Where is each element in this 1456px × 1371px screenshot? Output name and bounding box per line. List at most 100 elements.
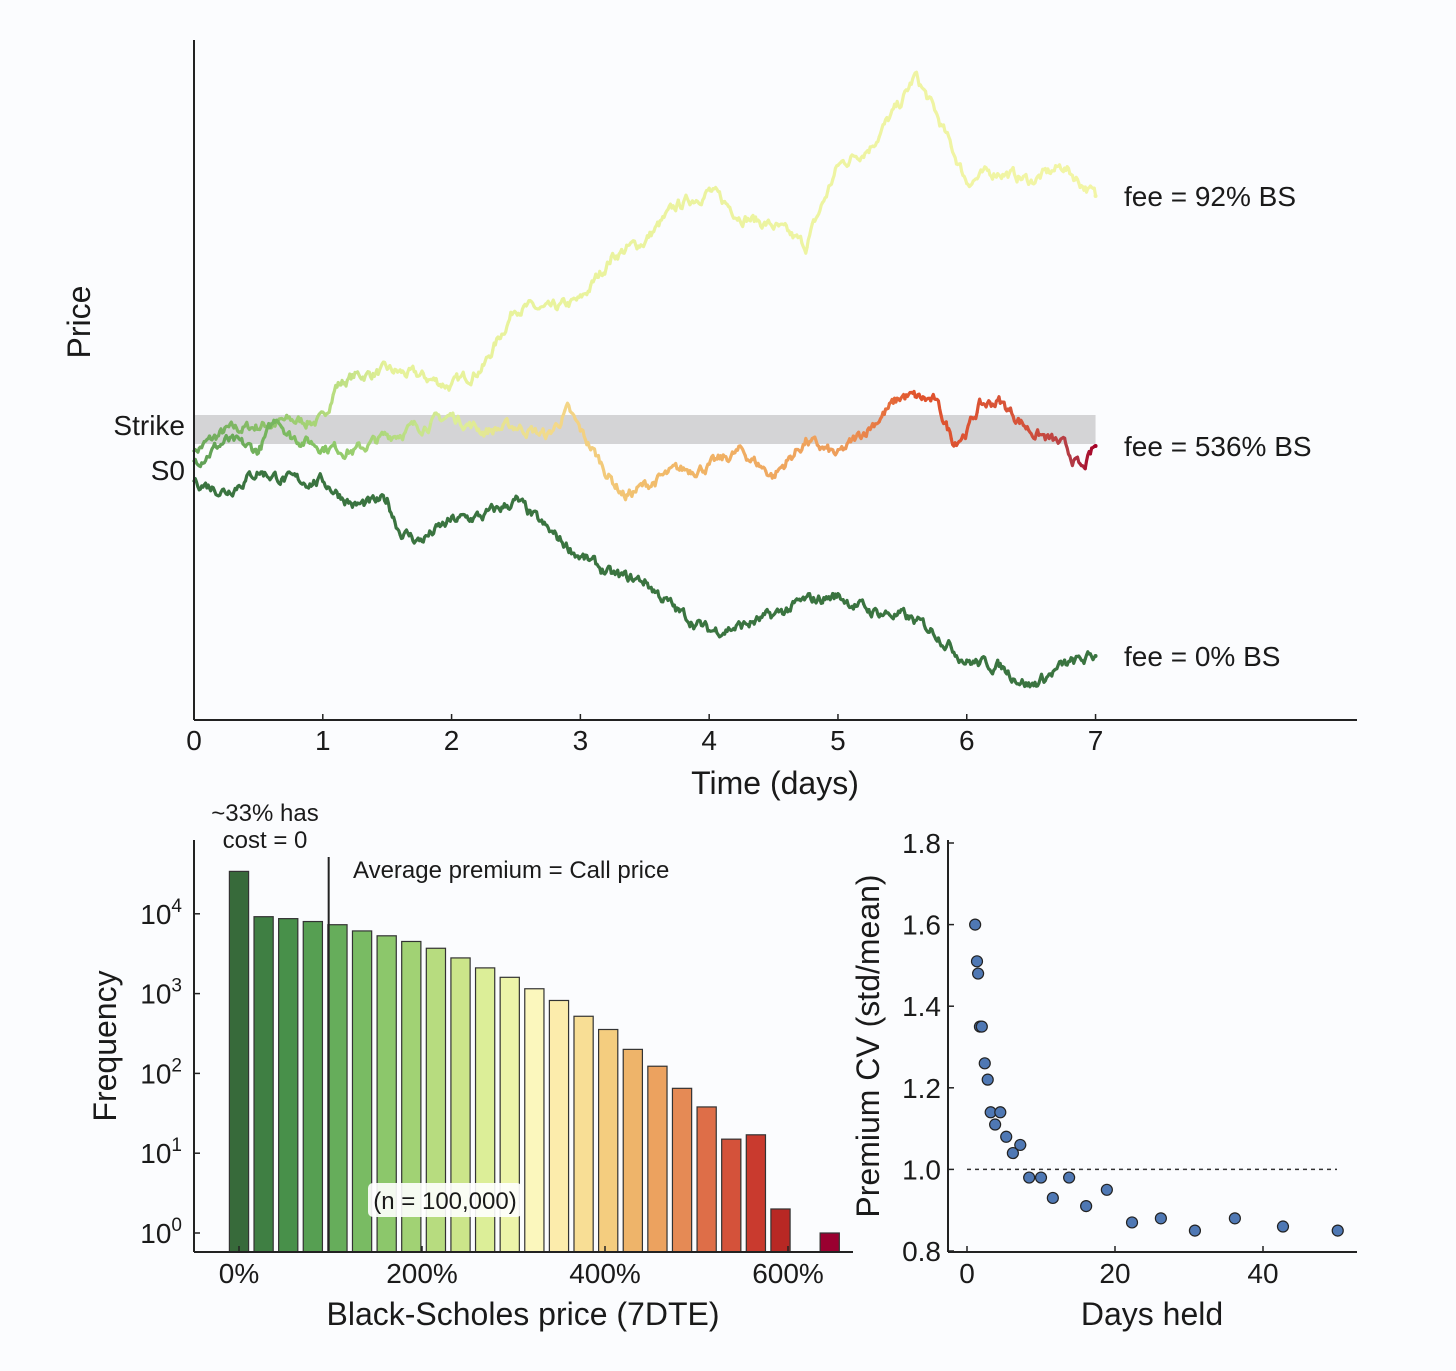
price-path-segment bbox=[898, 606, 907, 615]
price-path-segment bbox=[305, 436, 315, 446]
y-tick-label: 0.8 bbox=[902, 1236, 941, 1267]
price-path-segment bbox=[769, 221, 778, 231]
price-path-segment bbox=[547, 298, 557, 308]
price-path-segment bbox=[218, 487, 227, 497]
price-path-segment bbox=[1042, 166, 1051, 175]
price-path-segment bbox=[1037, 672, 1046, 685]
price-path-segment bbox=[934, 636, 943, 648]
price-path-segment bbox=[336, 493, 345, 502]
histogram-bar bbox=[327, 924, 348, 1253]
price-path-segment bbox=[887, 396, 897, 406]
price-path-segment bbox=[316, 472, 325, 484]
price-path-segment bbox=[568, 409, 577, 421]
cv-scatter-plot: 0.8 1.0 1.2 1.4 1.6 1.8 0 20 40 Days held Premium … bbox=[850, 828, 1357, 1332]
scatter-point bbox=[1014, 1138, 1027, 1152]
histogram-bar bbox=[302, 920, 324, 1253]
histogram-bar bbox=[278, 918, 299, 1253]
x-tick-label: 200% bbox=[386, 1258, 458, 1289]
histogram-bar bbox=[253, 916, 274, 1253]
price-path-segment bbox=[903, 611, 912, 621]
price-path-segment bbox=[954, 162, 964, 173]
price-path-segment bbox=[1068, 656, 1077, 665]
price-path-segment bbox=[898, 89, 907, 110]
price-path-segment bbox=[249, 423, 258, 432]
price-path-segment bbox=[764, 607, 773, 620]
price-path-segment bbox=[347, 447, 356, 456]
price-path-segment bbox=[645, 581, 655, 594]
price-path-segment bbox=[609, 569, 618, 577]
histogram-bar bbox=[647, 1065, 668, 1253]
x-tick-label: 7 bbox=[1088, 725, 1104, 756]
price-path-segment bbox=[645, 230, 655, 239]
price-path-segment bbox=[254, 470, 263, 480]
y-tick-exponent: 4 bbox=[171, 896, 182, 917]
price-path-segment bbox=[347, 500, 356, 509]
price-path-segment bbox=[918, 395, 928, 402]
price-path-segment bbox=[1042, 672, 1051, 684]
price-path-segment bbox=[444, 515, 454, 525]
price-path bbox=[192, 70, 1098, 454]
price-path-segment bbox=[712, 626, 722, 639]
price-path-segment bbox=[929, 95, 938, 114]
price-path-segment bbox=[630, 239, 639, 251]
price-path-segment bbox=[898, 392, 907, 403]
price-path-segment bbox=[558, 296, 567, 306]
y-tick-label: 1.0 bbox=[902, 1154, 941, 1185]
y-tick-exponent: 1 bbox=[171, 1135, 182, 1156]
scatter-point bbox=[978, 1057, 991, 1070]
price-path-segment bbox=[501, 417, 510, 427]
histogram-bar bbox=[228, 870, 250, 1253]
price-path-segment bbox=[599, 460, 608, 480]
price-path-segment bbox=[769, 469, 778, 480]
price-path-segment bbox=[1021, 172, 1031, 186]
histogram-bar bbox=[573, 1015, 594, 1253]
price-path-segment bbox=[867, 607, 876, 619]
price-path-segment bbox=[867, 421, 876, 432]
price-path-segment bbox=[398, 368, 407, 378]
scatter-point bbox=[1023, 1171, 1036, 1184]
price-path-segment bbox=[604, 564, 613, 575]
price-path-segment bbox=[197, 439, 206, 450]
price-path-segment bbox=[980, 655, 989, 668]
price-path-segment bbox=[985, 399, 995, 408]
series-label: fee = 92% BS bbox=[1124, 181, 1296, 212]
y-tick-label: 101 bbox=[140, 1135, 182, 1169]
price-path-segment bbox=[583, 438, 593, 452]
price-path-segment bbox=[923, 627, 933, 634]
price-path-segment bbox=[331, 381, 340, 397]
price-path-segment bbox=[486, 348, 495, 360]
price-path-segment bbox=[202, 481, 212, 490]
y-tick-label: 104 bbox=[140, 896, 182, 930]
price-path-segment bbox=[1006, 406, 1015, 418]
price-path-segment bbox=[470, 420, 479, 433]
price-path-segment bbox=[264, 421, 273, 434]
price-path-segment bbox=[280, 413, 289, 422]
price-path-segment bbox=[949, 145, 959, 166]
price-path-segment bbox=[620, 569, 629, 579]
price-path-segment bbox=[980, 165, 989, 174]
price-path-segment bbox=[1011, 166, 1020, 184]
price-path-segment bbox=[908, 614, 917, 625]
price-path-segment bbox=[537, 427, 546, 437]
price-path-segment bbox=[831, 448, 840, 457]
price-path-segment bbox=[290, 418, 299, 425]
price-path-segment bbox=[295, 472, 304, 486]
price-path-segment bbox=[826, 177, 835, 193]
price-path-segment bbox=[707, 453, 716, 466]
price-path-segment bbox=[650, 474, 660, 488]
scatter-point bbox=[1125, 1216, 1139, 1229]
price-path-segment bbox=[913, 392, 922, 400]
price-path-segment bbox=[851, 600, 861, 611]
price-path-segment bbox=[259, 430, 268, 451]
price-path-segment bbox=[810, 595, 819, 605]
price-path-segment bbox=[800, 241, 809, 255]
price-path-segment bbox=[331, 488, 340, 499]
price-path-segment bbox=[295, 441, 304, 448]
price-path-segment bbox=[300, 419, 309, 430]
price-path-segment bbox=[1032, 680, 1041, 688]
price-path-segment bbox=[542, 299, 552, 308]
price-path-segment bbox=[439, 520, 448, 528]
price-path-segment bbox=[712, 453, 722, 462]
zero-cost-annotation-line1: ~33% has bbox=[211, 800, 318, 827]
price-path-segment bbox=[1042, 433, 1051, 442]
